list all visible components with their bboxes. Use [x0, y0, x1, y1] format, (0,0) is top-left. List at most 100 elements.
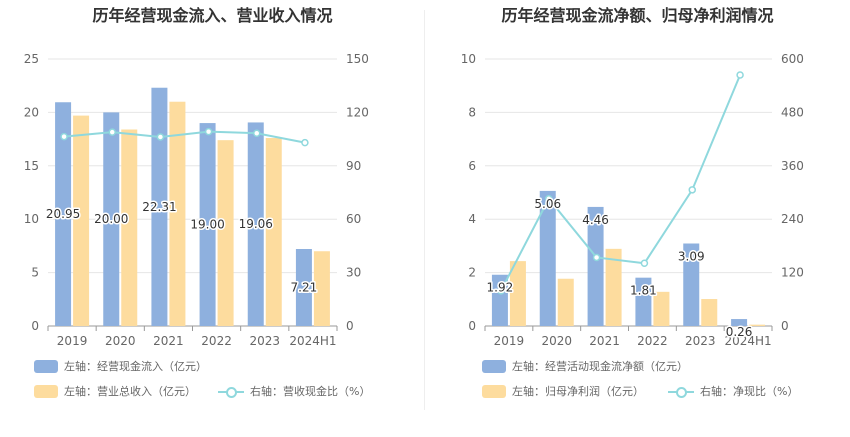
series-line-point — [156, 133, 165, 141]
x-axis-tick-label: 2024H1 — [289, 334, 336, 345]
right-axis-tick-label: 360 — [781, 159, 804, 173]
bar-secondary — [557, 278, 574, 326]
bar-primary — [635, 277, 652, 326]
x-axis-tick-label: 2020 — [541, 334, 572, 345]
bar-secondary — [217, 140, 234, 326]
chart-plot-area: 0 0 5 30 10 60 15 90 20 120 25 150 2019 2020 2021 2022 2… — [24, 52, 369, 345]
right-axis-tick-label: 0 — [346, 319, 354, 333]
bar-data-label: 1.92 — [487, 281, 514, 295]
right-axis-tick-label: 120 — [346, 105, 369, 119]
bar-data-label: 20.00 — [94, 212, 128, 226]
series-line-point — [60, 132, 68, 141]
bar-data-label: 0.26 — [726, 325, 753, 339]
bar-primary — [151, 87, 168, 326]
x-axis-tick-label: 2022 — [637, 334, 668, 345]
legend-label: 左轴：归母净利润（亿元） — [512, 385, 644, 398]
legend-label: 左轴：营业总收入（亿元） — [64, 385, 196, 398]
bar-secondary — [73, 115, 90, 326]
legend-swatch — [34, 384, 58, 398]
x-axis-tick-label: 2023 — [685, 334, 716, 345]
bar-data-label: 4.46 — [582, 213, 609, 227]
legend-swatch — [218, 385, 244, 398]
right-axis-tick-label: 60 — [346, 212, 361, 226]
series-line-point — [592, 253, 601, 262]
left-axis-tick-label: 6 — [468, 159, 476, 173]
bar-primary — [731, 319, 748, 326]
right-axis-tick-label: 90 — [346, 159, 361, 173]
series-line-point — [204, 127, 213, 136]
left-axis-tick-label: 15 — [24, 159, 39, 173]
legend-item-cash-inflow[interactable]: 左轴：经营现金流入（亿元） — [34, 358, 207, 374]
left-axis-tick-label: 0 — [31, 319, 39, 333]
series-line-point — [640, 259, 649, 268]
bar-data-label: 20.95 — [46, 207, 80, 221]
bar-primary — [491, 274, 508, 326]
bar-primary — [55, 102, 72, 326]
bar-secondary — [749, 324, 766, 326]
bar-data-label: 19.06 — [239, 217, 273, 231]
legend-swatch — [482, 384, 506, 398]
bar-data-label: 1.81 — [630, 284, 657, 298]
legend-label: 右轴：营收现金比（%） — [250, 385, 371, 398]
legend-item-revenue[interactable]: 左轴：营业总收入（亿元） — [34, 383, 196, 399]
bar-data-label: 5.06 — [534, 197, 561, 211]
series-line-point — [253, 129, 261, 137]
bar-primary — [295, 248, 312, 326]
chart-panel-cash-inflow: 历年经营现金流入、营业收入情况 0 0 5 30 10 60 15 90 20 120 25 150 2… — [24, 6, 371, 399]
series-line — [500, 74, 742, 292]
right-axis-tick-label: 480 — [781, 105, 804, 119]
legend-swatch — [34, 359, 58, 373]
bar-primary — [587, 206, 604, 326]
bar-secondary — [605, 248, 622, 326]
legend-swatch — [482, 359, 506, 373]
legend-swatch — [668, 385, 694, 398]
x-axis-tick-label: 2019 — [57, 334, 88, 345]
bar-secondary — [121, 129, 138, 326]
bar-data-label: 3.09 — [678, 249, 705, 263]
bar-secondary — [653, 291, 670, 326]
left-axis-tick-label: 25 — [24, 52, 39, 66]
x-axis-tick-label: 2024H1 — [724, 334, 771, 345]
legend-item-net-operating-cash[interactable]: 左轴：经营活动现金流净额（亿元） — [482, 358, 688, 374]
bar-primary — [539, 190, 556, 326]
left-axis-tick-label: 10 — [24, 212, 39, 226]
bar-secondary — [265, 138, 282, 326]
panel-divider — [424, 10, 425, 410]
left-axis-tick-label: 4 — [468, 212, 476, 226]
legend-label: 左轴：经营活动现金流净额（亿元） — [512, 360, 688, 373]
x-axis-tick-label: 2022 — [201, 334, 232, 345]
x-axis-tick-label: 2023 — [249, 334, 280, 345]
right-axis-tick-label: 240 — [781, 212, 804, 226]
left-axis-tick-label: 2 — [468, 266, 476, 280]
legend-item-revenue-cash-ratio[interactable]: 右轴：营收现金比（%） — [218, 383, 370, 399]
chart-plot-area: 0 0 2 120 4 240 6 360 8 480 10 600 2019 2020 2021 2022 2… — [461, 52, 804, 345]
series-line-point — [736, 71, 744, 79]
bar-data-label: 22.31 — [142, 200, 176, 214]
bar-secondary — [701, 299, 718, 326]
legend-item-net-cash-ratio[interactable]: 右轴：净现比（%） — [668, 383, 798, 399]
bar-data-label: 19.00 — [190, 218, 224, 232]
right-axis-tick-label: 150 — [346, 52, 369, 66]
left-axis-tick-label: 20 — [24, 105, 39, 119]
left-axis-tick-label: 8 — [468, 105, 476, 119]
x-axis-tick-label: 2020 — [105, 334, 136, 345]
chart-panel-net-cash-flow: 历年经营现金流净额、归母净利润情况 0 0 2 120 4 240 6 360 8 480 10 60… — [425, 0, 850, 437]
chart-title: 历年经营现金流入、营业收入情况 — [92, 6, 333, 25]
legend-item-net-profit[interactable]: 左轴：归母净利润（亿元） — [482, 383, 644, 399]
bar-secondary — [509, 261, 526, 326]
bar-primary — [103, 112, 120, 327]
left-axis-tick-label: 5 — [31, 266, 39, 280]
right-axis-tick-label: 30 — [346, 266, 361, 280]
x-axis-tick-label: 2019 — [494, 334, 525, 345]
x-axis-tick-label: 2021 — [589, 334, 620, 345]
legend-label: 左轴：经营现金流入（亿元） — [64, 360, 207, 373]
chart-title: 历年经营现金流净额、归母净利润情况 — [501, 6, 774, 25]
right-axis-tick-label: 120 — [781, 266, 804, 280]
x-axis-tick-label: 2021 — [153, 334, 184, 345]
series-line-point — [688, 186, 696, 194]
right-axis-tick-label: 600 — [781, 52, 804, 66]
legend-label: 右轴：净现比（%） — [700, 385, 799, 398]
series-line-point — [108, 128, 116, 136]
bar-primary — [683, 243, 700, 326]
series-line-point — [545, 194, 553, 203]
